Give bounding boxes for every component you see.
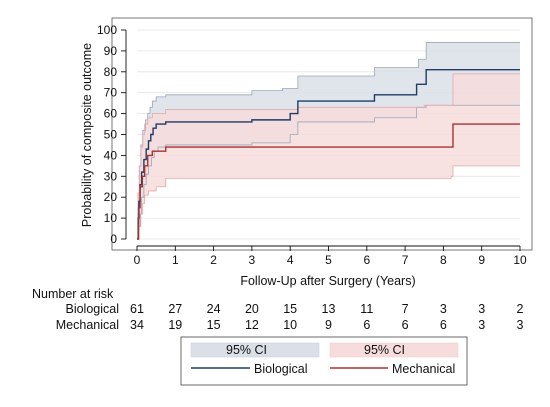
x-tick-label-7: 7 (402, 253, 409, 267)
y-tick-label-0: 0 (110, 232, 117, 246)
risk-row-label-mechanical: Mechanical (56, 318, 119, 332)
plot-area (111, 17, 533, 251)
x-axis: 0 1 2 3 4 5 6 7 8 9 10 (134, 245, 527, 267)
risk-value-biological-2: 24 (207, 302, 221, 316)
y-tick-label-9: 90 (104, 44, 118, 58)
risk-value-biological-8: 3 (440, 302, 447, 316)
x-tick-label-0: 0 (134, 253, 141, 267)
risk-value-biological-9: 3 (478, 302, 485, 316)
risk-value-biological-10: 2 (517, 302, 524, 316)
y-tick-label-5: 50 (104, 128, 118, 142)
risk-value-mechanical-4: 10 (283, 318, 297, 332)
risk-value-mechanical-3: 12 (245, 318, 259, 332)
plot-frame (111, 17, 533, 251)
legend-ci-swatch-biological (190, 342, 320, 358)
risk-value-mechanical-9: 3 (478, 318, 485, 332)
risk-value-mechanical-1: 19 (168, 318, 182, 332)
legend-label-biological: Biological (254, 362, 308, 376)
x-axis-title: Follow-Up after Surgery (Years) (240, 274, 415, 288)
x-tick-label-2: 2 (210, 253, 217, 267)
risk-value-mechanical-6: 6 (363, 318, 370, 332)
risk-value-biological-3: 20 (245, 302, 259, 316)
y-tick-label-1: 10 (104, 211, 118, 225)
risk-value-mechanical-8: 6 (440, 318, 447, 332)
y-tick-label-4: 40 (104, 148, 118, 162)
y-tick-label-10: 100 (97, 23, 117, 37)
number-at-risk-table: Number at risk Biological 61 27 24 20 15 13 11 7… (32, 287, 524, 332)
ci-band-mechanical (137, 73, 520, 239)
y-axis-title: Probability of composite outcome (80, 43, 94, 227)
x-tick-label-9: 9 (478, 253, 485, 267)
legend: 95% CI 95% CI Biological Mechanical (180, 336, 468, 386)
legend-ci-label-mechanical: 95% CI (364, 343, 405, 357)
risk-value-biological-7: 7 (402, 302, 409, 316)
y-tick-label-7: 70 (104, 86, 118, 100)
y-axis: 0 10 20 30 40 50 60 70 80 90 100 (97, 23, 127, 246)
legend-ci-swatch-mechanical (329, 342, 459, 358)
y-tick-label-2: 20 (104, 190, 118, 204)
series-line-mechanical (137, 123, 520, 240)
x-tick-label-3: 3 (249, 253, 256, 267)
risk-row-label-biological: Biological (65, 302, 119, 316)
x-tick-label-5: 5 (325, 253, 332, 267)
risk-value-mechanical-2: 15 (207, 318, 221, 332)
x-tick-label-4: 4 (287, 253, 294, 267)
legend-label-mechanical: Mechanical (392, 362, 455, 376)
risk-table-title: Number at risk (32, 287, 114, 301)
risk-value-mechanical-10: 3 (517, 318, 524, 332)
x-tick-label-10: 10 (513, 253, 527, 267)
y-tick-label-8: 80 (104, 65, 118, 79)
ci-band-biological (137, 42, 520, 239)
risk-value-biological-4: 15 (283, 302, 297, 316)
risk-value-biological-1: 27 (168, 302, 182, 316)
risk-value-biological-5: 13 (322, 302, 336, 316)
legend-ci-label-biological: 95% CI (226, 343, 267, 357)
risk-value-biological-0: 61 (130, 302, 144, 316)
y-tick-label-6: 60 (104, 107, 118, 121)
ci-upper-mechanical (137, 73, 520, 240)
y-tick-label-3: 30 (104, 169, 118, 183)
risk-value-biological-6: 11 (360, 302, 373, 316)
risk-value-mechanical-0: 34 (130, 318, 144, 332)
x-tick-label-8: 8 (440, 253, 447, 267)
x-tick-label-6: 6 (363, 253, 370, 267)
ci-lower-mechanical (137, 165, 520, 240)
risk-value-mechanical-5: 9 (325, 318, 332, 332)
x-tick-label-1: 1 (172, 253, 179, 267)
risk-value-mechanical-7: 6 (402, 318, 409, 332)
